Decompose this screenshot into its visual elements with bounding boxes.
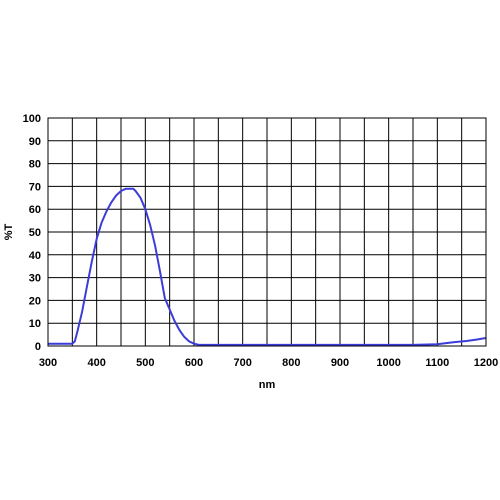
x-tick-label: 800 — [282, 357, 300, 369]
y-tick-label: 50 — [29, 227, 41, 239]
transmission-curve — [48, 187, 487, 346]
y-tick-label: 10 — [29, 318, 41, 330]
x-tick-label: 900 — [331, 357, 349, 369]
x-tick-label: 400 — [87, 357, 105, 369]
series-layer — [48, 187, 487, 346]
y-tick-label: 0 — [35, 341, 41, 353]
y-tick-label: 40 — [29, 250, 41, 262]
grid — [48, 118, 486, 346]
y-tick-label: 100 — [23, 113, 41, 125]
y-tick-label: 30 — [29, 273, 41, 285]
x-tick-label: 600 — [185, 357, 203, 369]
y-axis-label: %T — [3, 223, 15, 240]
plot-frame — [47, 117, 487, 347]
y-tick-labels: 0 10 20 30 40 50 60 70 80 90 100 — [23, 113, 41, 353]
x-tick-label: 1100 — [425, 357, 449, 369]
x-axis-label: nm — [259, 379, 276, 391]
y-tick-label: 60 — [29, 204, 41, 216]
y-tick-label: 20 — [29, 295, 41, 307]
y-tick-label: 90 — [29, 136, 41, 148]
x-tick-labels: 300 400 500 600 700 800 900 1000 1100 1200 — [39, 357, 498, 369]
x-tick-label: 1200 — [474, 357, 498, 369]
x-tick-label: 500 — [136, 357, 154, 369]
x-tick-label: 700 — [233, 357, 251, 369]
y-tick-label: 80 — [29, 159, 41, 171]
x-tick-label: 300 — [39, 357, 57, 369]
x-tick-label: 1000 — [376, 357, 400, 369]
y-tick-label: 70 — [29, 181, 41, 193]
